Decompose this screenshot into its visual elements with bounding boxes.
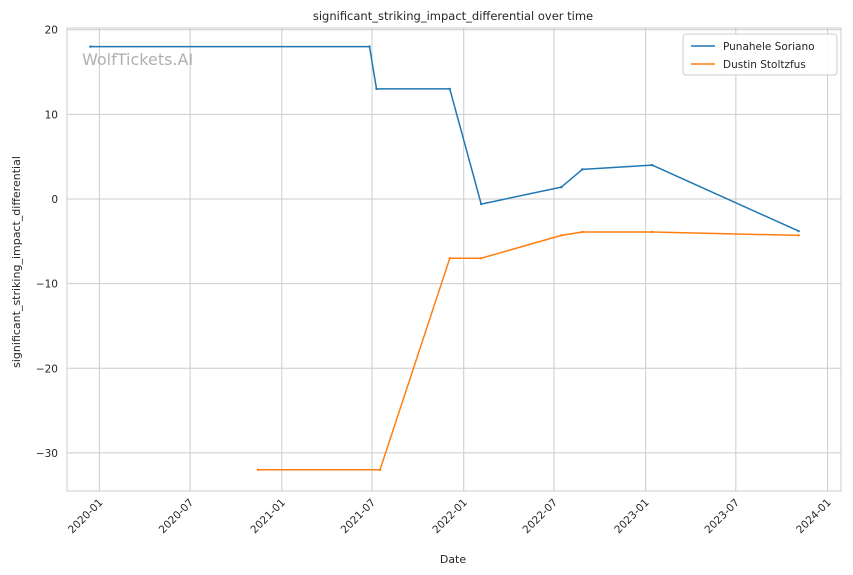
data-point-dustin-stoltzfus: [448, 257, 451, 260]
data-point-dustin-stoltzfus: [797, 234, 800, 237]
data-point-punahele-soriano: [479, 202, 483, 206]
data-point-punahele-soriano: [797, 229, 800, 233]
data-point-dustin-stoltzfus: [378, 468, 382, 472]
plot-area-frame: [66, 27, 842, 492]
data-point-punahele-soriano: [650, 163, 654, 167]
data-point-dustin-stoltzfus: [479, 257, 483, 260]
data-point-punahele-soriano: [448, 87, 451, 91]
y-tick-label: −20: [36, 363, 58, 375]
chart-title: significant_striking_impact_differential…: [313, 9, 593, 23]
y-tick-label: −10: [36, 279, 58, 291]
watermark: WolfTickets.AI: [82, 50, 193, 69]
data-point-dustin-stoltzfus: [256, 468, 260, 472]
legend-label-dustin-stoltzfus: Dustin Stoltzfus: [723, 59, 806, 71]
data-point-dustin-stoltzfus: [650, 230, 654, 234]
series-layer: [89, 45, 800, 472]
grid: [67, 28, 841, 491]
data-point-punahele-soriano: [89, 45, 92, 48]
y-tick-label: 0: [51, 194, 58, 206]
legend: Punahele Soriano Dustin Stoltzfus: [682, 33, 838, 76]
y-tick-label: −30: [36, 448, 58, 460]
y-tick-label: 10: [45, 109, 58, 121]
data-point-dustin-stoltzfus: [560, 234, 563, 237]
series-line-dustin-stoltzfus: [257, 231, 799, 471]
legend-label-punahele-soriano: Punahele Soriano: [723, 41, 815, 53]
data-point-punahele-soriano: [581, 168, 584, 171]
y-tick-label: 20: [45, 25, 58, 37]
x-axis-label: Date: [440, 553, 467, 566]
data-point-punahele-soriano: [368, 45, 371, 48]
data-point-punahele-soriano: [375, 87, 378, 91]
data-point-punahele-soriano: [560, 185, 563, 189]
y-axis-ticks: 20 10 0 −10 −20 −30: [36, 25, 58, 460]
data-point-dustin-stoltzfus: [581, 230, 584, 234]
legend-box: [682, 33, 838, 76]
y-axis-label: significant_striking_impact_differential: [10, 156, 23, 368]
